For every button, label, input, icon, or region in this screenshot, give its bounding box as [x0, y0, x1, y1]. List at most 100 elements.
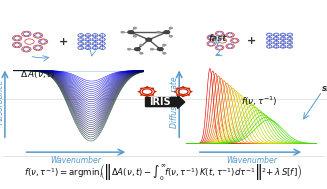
Circle shape: [40, 47, 42, 48]
Circle shape: [19, 38, 21, 39]
Circle shape: [227, 45, 228, 46]
Circle shape: [87, 36, 89, 37]
Circle shape: [18, 39, 20, 40]
Circle shape: [27, 50, 29, 51]
Circle shape: [35, 33, 37, 34]
Circle shape: [95, 46, 96, 47]
Circle shape: [235, 42, 237, 43]
Circle shape: [86, 39, 87, 40]
Circle shape: [78, 35, 79, 36]
Circle shape: [22, 49, 24, 50]
Circle shape: [269, 37, 270, 38]
Circle shape: [102, 36, 103, 37]
Circle shape: [35, 34, 36, 35]
Circle shape: [19, 44, 21, 46]
Circle shape: [230, 36, 231, 37]
Circle shape: [237, 40, 239, 41]
Circle shape: [39, 46, 41, 47]
Circle shape: [35, 46, 37, 47]
Circle shape: [291, 46, 292, 47]
Circle shape: [188, 88, 190, 89]
Circle shape: [291, 38, 292, 39]
Text: +: +: [247, 36, 256, 46]
Circle shape: [220, 46, 222, 47]
Circle shape: [208, 36, 209, 37]
Circle shape: [40, 42, 41, 43]
Circle shape: [100, 47, 101, 48]
Circle shape: [86, 35, 87, 36]
Circle shape: [45, 42, 46, 43]
Circle shape: [281, 38, 282, 39]
Circle shape: [95, 38, 96, 39]
Circle shape: [138, 91, 140, 92]
Circle shape: [95, 36, 96, 37]
Circle shape: [44, 43, 45, 44]
Circle shape: [24, 47, 26, 48]
Circle shape: [232, 45, 233, 46]
Circle shape: [269, 47, 270, 48]
Circle shape: [274, 38, 275, 39]
Circle shape: [174, 91, 176, 92]
Circle shape: [222, 46, 223, 47]
Circle shape: [269, 35, 270, 36]
Circle shape: [222, 34, 223, 35]
Circle shape: [87, 42, 89, 43]
Circle shape: [231, 47, 232, 48]
Circle shape: [24, 35, 26, 36]
Circle shape: [39, 36, 41, 38]
Circle shape: [270, 38, 272, 39]
Circle shape: [133, 27, 137, 29]
Circle shape: [213, 38, 214, 39]
Circle shape: [176, 88, 179, 89]
Circle shape: [270, 34, 272, 35]
FancyArrow shape: [146, 96, 185, 108]
Circle shape: [82, 39, 83, 40]
Circle shape: [150, 48, 154, 50]
Circle shape: [29, 33, 30, 34]
Circle shape: [283, 39, 284, 40]
Circle shape: [232, 41, 233, 42]
Circle shape: [217, 49, 219, 50]
Circle shape: [289, 35, 290, 36]
Circle shape: [157, 47, 164, 51]
Circle shape: [100, 43, 101, 44]
Circle shape: [23, 48, 24, 49]
Circle shape: [28, 48, 30, 49]
Circle shape: [211, 39, 212, 40]
Circle shape: [140, 44, 143, 46]
Circle shape: [13, 44, 15, 46]
Circle shape: [157, 31, 161, 33]
Circle shape: [220, 32, 222, 33]
Circle shape: [176, 94, 179, 96]
Circle shape: [127, 48, 131, 50]
Circle shape: [289, 43, 290, 44]
Circle shape: [276, 47, 277, 48]
Circle shape: [276, 39, 277, 40]
Circle shape: [220, 35, 222, 36]
Circle shape: [208, 44, 209, 45]
Circle shape: [283, 41, 284, 42]
Circle shape: [80, 40, 81, 41]
Circle shape: [140, 94, 143, 96]
Circle shape: [40, 34, 42, 35]
Circle shape: [269, 45, 270, 46]
Circle shape: [87, 44, 89, 45]
Circle shape: [35, 36, 36, 37]
Circle shape: [45, 41, 47, 42]
Circle shape: [287, 38, 289, 39]
Circle shape: [169, 27, 173, 29]
Circle shape: [104, 43, 105, 44]
Circle shape: [146, 96, 148, 97]
Circle shape: [289, 41, 290, 42]
Circle shape: [26, 35, 27, 36]
Circle shape: [284, 46, 285, 47]
Circle shape: [80, 34, 81, 35]
Circle shape: [222, 48, 223, 49]
Text: $\Delta\,A(\nu, t)$: $\Delta\,A(\nu, t)$: [20, 68, 55, 80]
Circle shape: [230, 33, 231, 34]
Circle shape: [37, 49, 39, 50]
Circle shape: [281, 34, 282, 35]
Circle shape: [40, 36, 42, 37]
Circle shape: [121, 31, 125, 33]
Circle shape: [232, 35, 234, 36]
